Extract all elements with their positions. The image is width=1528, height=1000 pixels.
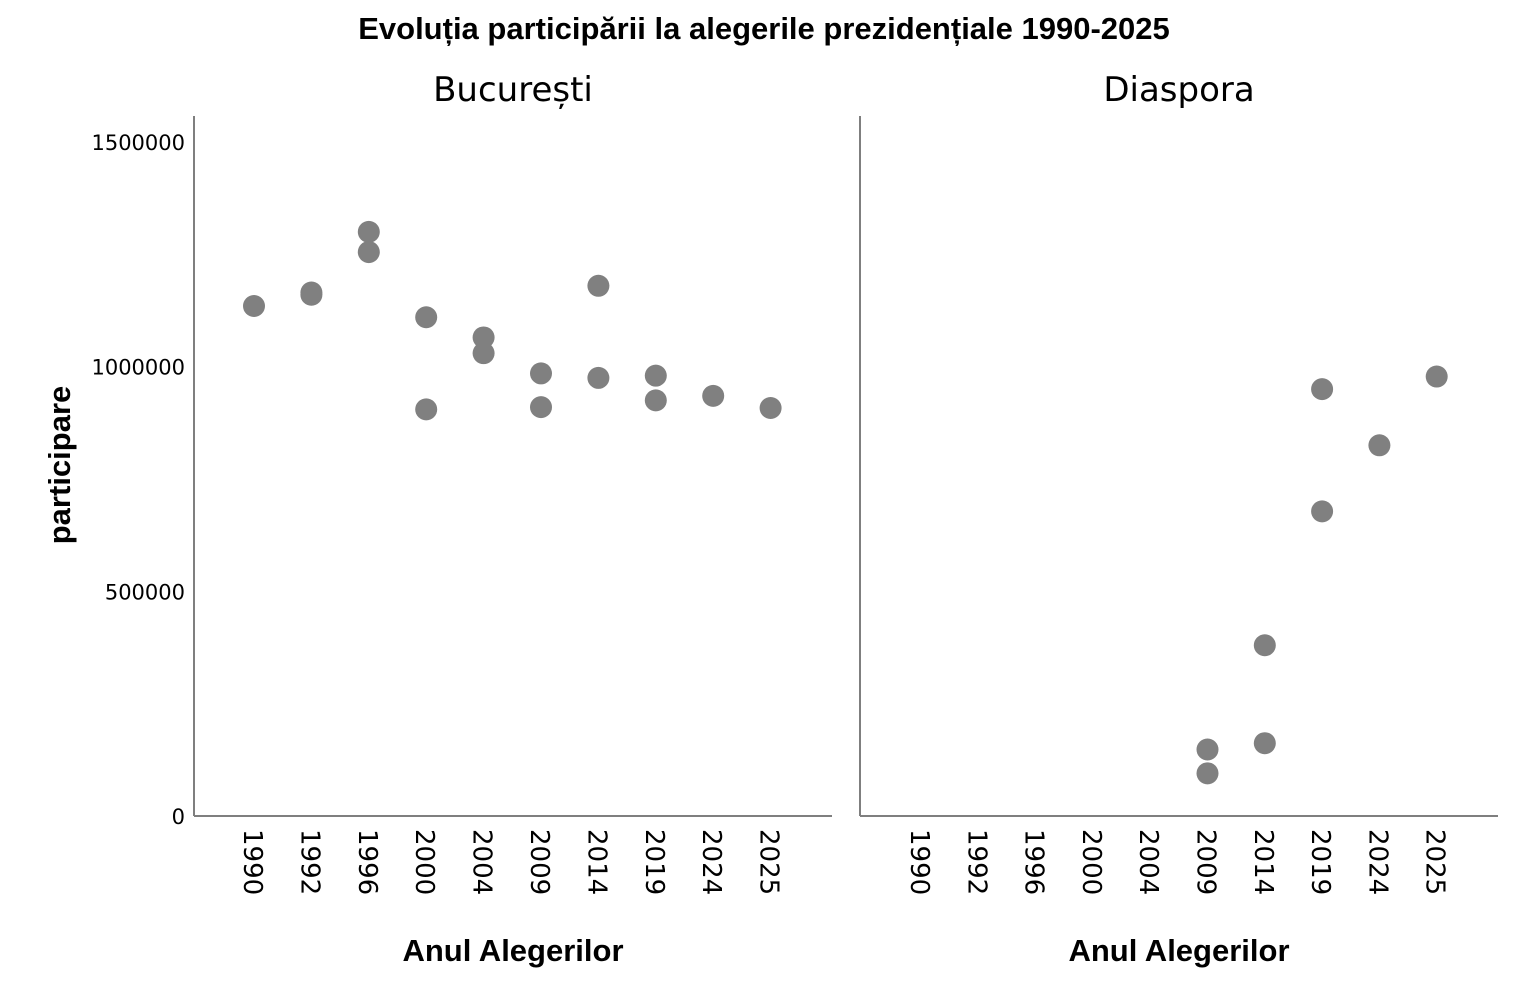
y-tick-label: 0 [172,805,185,829]
x-tick-label: 1996 [352,829,382,895]
data-point [1196,762,1219,785]
data-point [415,398,438,421]
data-point [472,342,495,365]
data-point [644,364,667,387]
data-point [530,362,552,385]
x-tick-label: 1992 [294,829,324,895]
data-point [300,283,323,306]
panel-0: București 0 500000 1000000 1500000 1990 1992 19… [91,70,832,968]
panel-title: Diaspora [1103,70,1254,110]
panel-title: București [433,70,593,110]
data-point [1253,634,1276,657]
y-tick-label: 500000 [105,580,185,604]
x-tick-label: 2009 [524,829,554,895]
x-tick-label: 2000 [409,829,439,895]
data-point [1425,365,1448,388]
x-tick-label: 1990 [237,829,267,895]
x-tick-label: 2004 [1133,829,1163,895]
chart-title: Evoluția participării la alegerile prezi… [358,11,1170,46]
x-tick-label: 2025 [1420,829,1450,895]
x-tick-label: 2019 [639,829,669,895]
x-tick-label: 2019 [1305,829,1335,895]
data-point [1196,738,1219,761]
x-tick-label: 2014 [581,829,611,895]
y-axis-label: participare [42,386,77,545]
data-point [759,397,782,420]
x-tick-label: 2000 [1076,829,1106,895]
data-point [702,384,725,407]
x-tick-label: 2025 [754,829,784,895]
x-axis-label: Anul Alegerilor [402,933,623,968]
x-tick-label: 2014 [1248,829,1278,895]
x-tick-label: 1990 [904,829,934,895]
data-point [1311,378,1334,401]
data-point [357,220,380,243]
data-point [1368,434,1391,457]
y-tick-label: 1500000 [91,131,185,155]
x-tick-label: 1996 [1019,829,1049,895]
x-tick-label: 2024 [1362,829,1392,895]
x-tick-label: 2024 [696,829,726,895]
y-tick-label: 1000000 [91,356,185,380]
data-point [243,295,265,318]
x-tick-label: 2009 [1191,829,1221,895]
x-tick-label: 1992 [961,829,991,895]
data-point [587,274,610,297]
data-point [587,366,610,389]
data-point [644,389,667,412]
data-point [415,306,438,329]
chart-panels: București 0 500000 1000000 1500000 1990 1992 19… [91,70,1498,968]
data-point [1253,732,1276,755]
panel-1: Diaspora 1990 1992 1996 2000 2004 2009 2014 2019… [859,70,1498,968]
data-point [1311,500,1334,523]
data-point [472,326,495,349]
data-point [357,241,380,264]
x-axis-label: Anul Alegerilor [1068,933,1289,968]
data-point [530,396,552,419]
x-tick-label: 2004 [467,829,497,895]
